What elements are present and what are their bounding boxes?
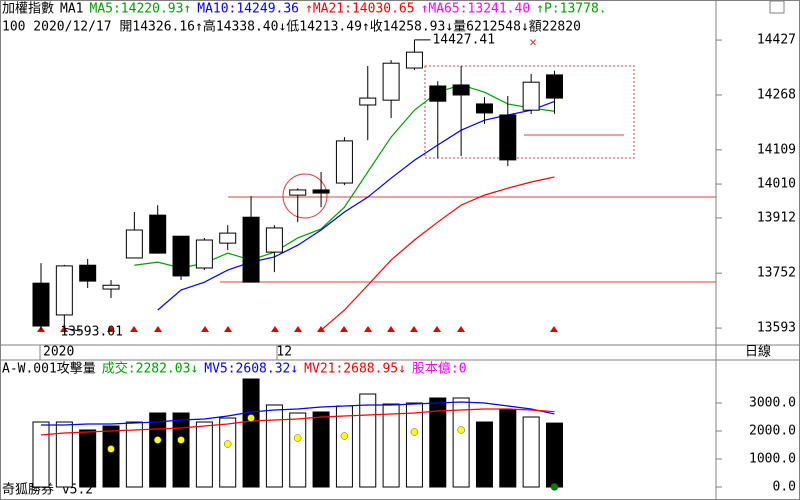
candle-body [102,284,120,290]
candle-body [242,216,260,283]
header-text: 股本億:0 [412,361,467,377]
volume-marker [293,434,302,442]
x-tick-label: 12 [276,345,292,360]
candle-body [312,189,330,194]
candle-body [359,97,377,106]
period-label[interactable]: 日線 [745,344,771,360]
y-tick-label: 14010 [757,177,796,192]
candle-body [522,81,540,111]
y-tick-label: 14427 [757,33,796,48]
candle-body [452,84,470,96]
box-annotation [424,65,635,159]
volume-bar [219,417,237,488]
header-text: 成交:2282.03↓ [102,361,198,377]
volume-bar [242,378,260,488]
candle-body [289,189,307,196]
volume-bar [195,421,213,488]
volume-marker [550,483,559,491]
volume-bar [172,412,190,488]
volume-bar [475,421,493,488]
candle-body [79,264,97,282]
header-text: MA1 [60,2,83,17]
indicator-line [40,408,555,436]
cross-mark: × [529,36,537,51]
volume-bar [125,421,143,488]
candle-body [545,74,563,99]
volume-bar [79,429,97,488]
indicator-line [320,176,555,331]
y-tick-label: 3000.0 [749,396,796,411]
volume-marker [153,436,162,444]
header-text: 100 2020/12/17 開14326.16↑高14338.40↓低1421… [2,19,581,35]
volume-marker [410,428,419,436]
indicator-line [41,401,555,426]
label-leader [64,327,81,332]
high-label: 14427.41 [432,32,495,47]
candle-body [265,227,283,253]
window-icon[interactable] [769,0,785,14]
header-text: MA5:14220.93↑ [90,2,192,17]
volume-bar [32,421,50,488]
volume-bar [405,402,423,488]
y-tick-label: 13912 [757,210,796,225]
y-tick-label: 13593 [757,321,796,336]
y-tick-label: 14109 [757,142,796,157]
volume-bar [452,397,470,488]
candle-body [32,282,50,327]
low-label: 13593.01 [60,325,123,340]
volume-bar [522,416,540,488]
candle-body [405,51,423,69]
volume-bar [102,425,120,488]
volume-bar [289,412,307,488]
candle-body [499,114,517,161]
candle-body [55,265,73,316]
volume-marker [247,414,255,422]
header-text: MV21:2688.95↓ [304,362,406,377]
header-text: ↑MA21:14030.65 [305,2,415,17]
candle-body [195,239,213,269]
candle-body [149,214,167,254]
candle-body [382,62,400,101]
y-tick-label: 13752 [757,266,796,281]
volume-marker [223,440,232,448]
header-text: MV5:2608.32↓ [204,362,298,377]
candle-body [172,235,190,277]
candle-body [335,140,353,184]
signal-triangles [37,326,558,332]
volume-bar [149,412,167,488]
header-text: ↑MA65:13241.40 [421,2,531,17]
volume-bar [545,422,563,488]
y-tick-label: 1000.0 [749,452,796,467]
circle-annotation [282,173,328,219]
x-tick-label: 2020 [43,345,74,360]
volume-marker [457,426,465,434]
candle-body [475,103,493,114]
volume-bar [265,404,283,488]
volume-marker [340,432,349,440]
candle-body [125,229,143,259]
volume-bar [429,397,447,488]
header-text: A-W.001攻擊量 [2,361,96,377]
volume-bar [382,403,400,488]
header-text: MA10:14249.36 [197,2,299,17]
header-text: 加權指數 [2,2,54,17]
volume-bar [335,405,353,488]
candle-body [429,85,447,102]
volume-bar [312,411,330,488]
volume-bar [499,409,517,488]
volume-marker [107,445,115,453]
volume-bar [359,393,377,488]
indicator-line [157,100,555,311]
volume-bar [55,421,73,488]
y-tick-label: 2000.0 [749,424,796,439]
y-tick-label: 14268 [757,87,796,102]
candle-body [219,232,237,244]
header-text: ↑P:13778. [536,2,606,17]
y-tick-label: 0.0 [773,480,796,495]
volume-marker [177,436,185,444]
